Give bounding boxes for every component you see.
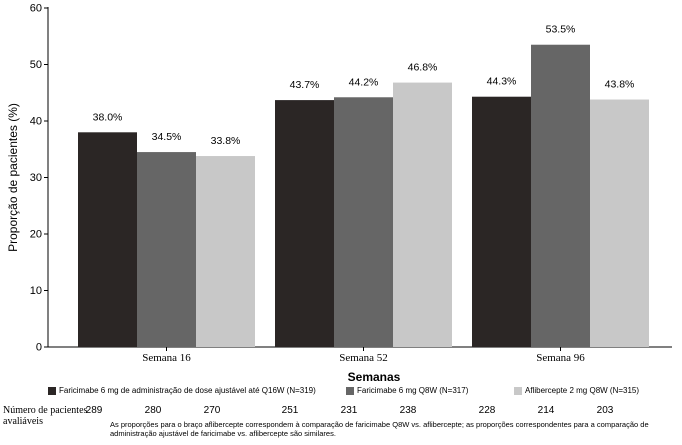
y-tick-label: 40 — [30, 116, 42, 128]
x-tick-label: Semana 52 — [339, 352, 388, 364]
data-label: 33.8% — [211, 135, 241, 147]
bar — [334, 97, 393, 348]
patient-counts-label: Número de pacientes avaliáveis — [3, 405, 88, 427]
legend-swatch — [514, 386, 522, 395]
bar — [393, 82, 452, 347]
y-tick-label: 20 — [30, 229, 42, 241]
x-axis-title: Semanas — [348, 370, 401, 384]
patient-count: 228 — [478, 405, 496, 416]
patient-count: 251 — [281, 405, 299, 416]
patient-count: 203 — [596, 405, 614, 416]
legend-item: Faricimabe 6 mg Q8W (N=317) — [346, 386, 468, 395]
data-label: 44.2% — [349, 76, 379, 88]
y-tick-label: 50 — [30, 59, 42, 71]
patient-count: 231 — [340, 405, 358, 416]
data-label: 38.0% — [93, 111, 123, 123]
bar — [196, 156, 255, 347]
bar — [275, 100, 334, 347]
data-label: 34.5% — [152, 131, 182, 143]
chart-bars — [78, 44, 649, 348]
y-tick-label: 30 — [30, 172, 42, 184]
bar-chart: 0 10 20 30 40 50 60 Proporção de pacientes (%) S… — [6, 3, 672, 384]
data-label: 53.5% — [546, 24, 576, 36]
chart-labels: 38.0% 34.5% 33.8% 43.7% 44.2% 46.8% 44.3% 53.5%… — [93, 24, 635, 147]
legend-label: Faricimabe 6 mg Q8W (N=317) — [357, 386, 469, 395]
chart-axes: 0 10 20 30 40 50 60 Proporção de pacientes (%) S… — [6, 3, 672, 384]
legend-item: Faricimabe 6 mg de administração de dose… — [48, 386, 316, 395]
patient-count: 280 — [144, 405, 162, 416]
legend-label: Faricimabe 6 mg de administração de dose… — [59, 386, 316, 395]
legend-swatch — [48, 386, 56, 395]
legend-swatch — [346, 386, 354, 395]
patient-count: 270 — [203, 405, 221, 416]
legend-item: Aflibercepte 2 mg Q8W (N=315) — [514, 386, 639, 395]
y-tick-label: 60 — [30, 3, 42, 15]
bar — [78, 132, 137, 347]
patient-count: 289 — [85, 405, 103, 416]
chart-legend: Faricimabe 6 mg de administração de dose… — [0, 386, 682, 400]
y-axis-title: Proporção de pacientes (%) — [6, 103, 20, 252]
patient-count: 214 — [537, 405, 555, 416]
bar — [137, 152, 196, 347]
x-tick-label: Semana 96 — [536, 352, 585, 364]
bar — [531, 44, 590, 347]
legend-label: Aflibercepte 2 mg Q8W (N=315) — [525, 386, 640, 395]
x-tick-label: Semana 16 — [142, 352, 191, 364]
patient-count: 238 — [399, 405, 417, 416]
y-tick-label: 0 — [36, 342, 42, 354]
bar — [472, 96, 531, 347]
data-label: 43.7% — [290, 79, 320, 91]
chart-footnote: As proporções para o braço aflibercepte … — [110, 420, 649, 438]
data-label: 43.8% — [605, 79, 635, 91]
bar — [590, 99, 649, 347]
data-label: 46.8% — [408, 62, 438, 74]
patient-counts-row: Número de pacientes avaliáveis 289 280 27… — [0, 405, 682, 427]
data-label: 44.3% — [487, 76, 517, 88]
y-tick-label: 10 — [30, 285, 42, 297]
